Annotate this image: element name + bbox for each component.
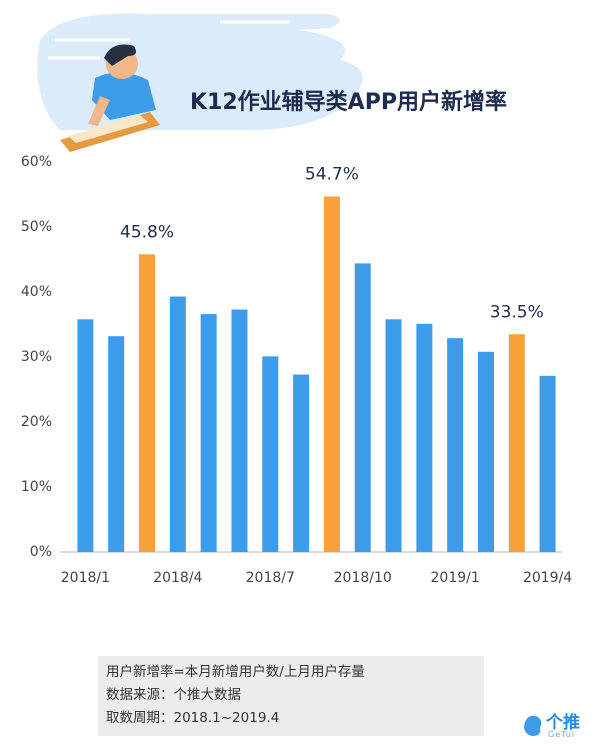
bar <box>200 314 217 552</box>
chart: K12作业辅导类APP用户新增率 0% 10% 20% 30% 40% 50% 60% 201… <box>21 13 572 586</box>
y-tick-label: 10% <box>21 479 52 495</box>
bar <box>108 336 125 552</box>
bar <box>231 309 248 552</box>
bar <box>262 356 279 552</box>
footnote: 数据来源：个推大数据 <box>106 687 241 703</box>
footnote: 用户新增率=本月新增用户数/上月用户存量 <box>106 664 365 680</box>
value-label: 54.7% <box>305 164 359 184</box>
x-tick-label: 2018/4 <box>153 570 202 586</box>
bar <box>139 254 156 553</box>
footnote-box: 用户新增率=本月新增用户数/上月用户存量 数据来源：个推大数据 取数周期：201… <box>98 656 484 736</box>
logo-icon <box>524 715 542 736</box>
y-tick-label: 60% <box>21 154 52 170</box>
bar <box>354 263 371 552</box>
x-tick-label: 2018/1 <box>61 570 110 586</box>
y-tick-label: 50% <box>21 219 52 235</box>
value-label: 33.5% <box>490 302 544 322</box>
shirt <box>92 72 156 120</box>
bar <box>447 338 464 552</box>
bar <box>508 334 525 552</box>
x-tick-label: 2018/7 <box>246 570 295 586</box>
logo-name: 个推 <box>546 713 580 733</box>
y-tick-label: 0% <box>30 544 52 560</box>
logo-sub: GeTui <box>548 730 576 739</box>
bar <box>77 319 94 552</box>
paper <box>68 115 148 143</box>
bar <box>323 196 340 552</box>
y-tick-label: 30% <box>21 349 52 365</box>
x-tick-label: 2018/10 <box>334 570 392 586</box>
x-tick-label: 2019/4 <box>523 570 572 586</box>
bar <box>539 375 556 552</box>
bar <box>385 319 402 552</box>
bar <box>477 351 494 552</box>
value-label: 45.8% <box>120 222 174 242</box>
arm <box>88 96 110 126</box>
y-tick-label: 40% <box>21 284 52 300</box>
logo: 个推 GeTui <box>522 708 592 744</box>
bar <box>169 296 186 552</box>
chart-title: K12作业辅导类APP用户新增率 <box>190 89 507 115</box>
bar <box>416 323 433 552</box>
y-tick-label: 20% <box>21 414 52 430</box>
hair <box>104 44 136 66</box>
footnote: 取数周期：2018.1~2019.4 <box>106 710 280 726</box>
bar <box>293 374 310 552</box>
header-illustration <box>37 13 363 152</box>
x-tick-label: 2019/1 <box>431 570 480 586</box>
